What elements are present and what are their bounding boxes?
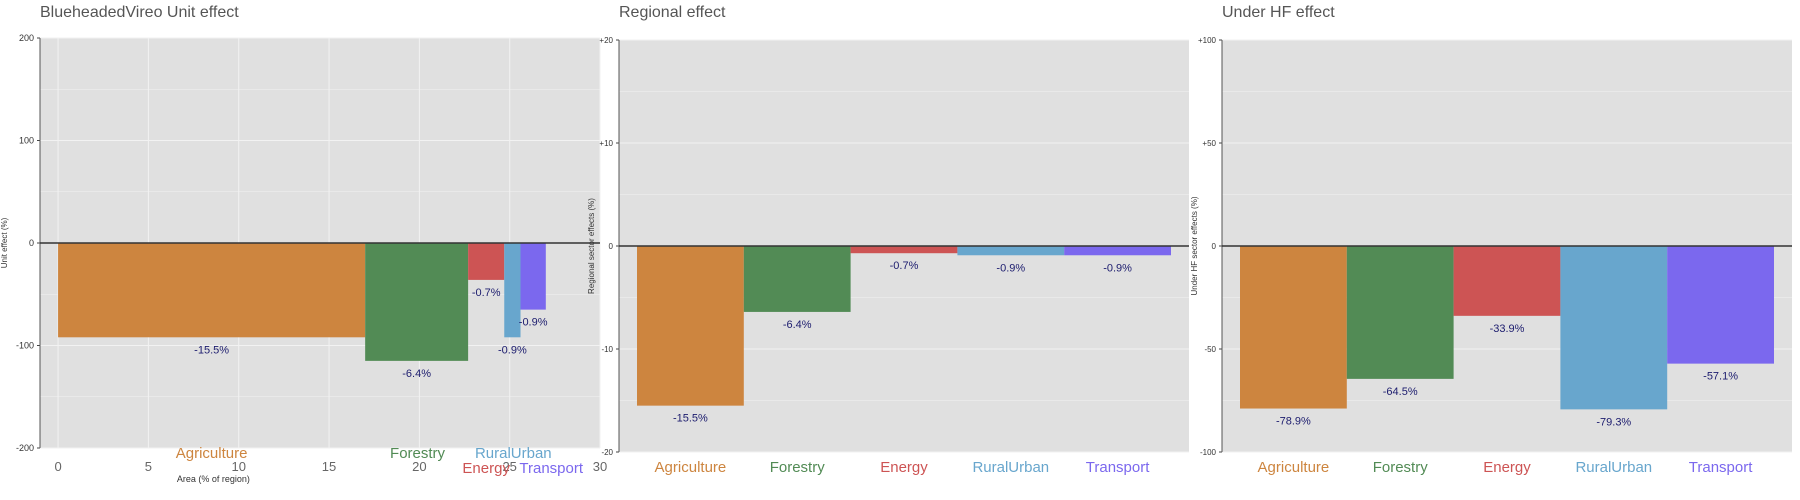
- value-label: -15.5%: [194, 344, 229, 356]
- y-tick-label: -200: [16, 443, 34, 453]
- y-tick-label: 0: [29, 238, 34, 248]
- bar-ruralurban: [957, 246, 1064, 255]
- x-axis-title: Area (% of region): [177, 474, 250, 484]
- category-label-agriculture: Agriculture: [1258, 459, 1330, 476]
- category-label-agriculture: Agriculture: [655, 459, 727, 476]
- bar-transport: [521, 243, 546, 310]
- value-label: -6.4%: [402, 368, 431, 380]
- value-label: -78.9%: [1276, 416, 1311, 428]
- y-tick-label: -20: [601, 448, 613, 457]
- value-label: -64.5%: [1383, 386, 1418, 398]
- bar-agriculture: [1240, 246, 1347, 409]
- y-tick-label: -100: [1200, 448, 1217, 457]
- y-axis-title: Unit effect (%): [0, 217, 9, 268]
- y-tick-label: 0: [609, 242, 614, 251]
- unit-effect-panel: BlueheadedVireo Unit effect -200 -100 0 100…: [40, 0, 600, 500]
- under-hf-effect-panel: Under HF effect -100 -50 0 +50 +100 Under HF …: [1222, 0, 1792, 500]
- x-tick-label: 15: [322, 459, 336, 474]
- category-label-energy: Energy: [880, 459, 928, 476]
- x-tick-label: 5: [145, 459, 152, 474]
- y-tick-label: -100: [16, 341, 34, 351]
- value-label: -33.9%: [1490, 323, 1525, 335]
- category-label-agriculture: Agriculture: [176, 445, 248, 462]
- bar-forestry: [365, 243, 468, 361]
- y-tick-label: +100: [1198, 36, 1217, 45]
- bar-forestry: [1347, 246, 1454, 379]
- category-label-ruralurban: RuralUrban: [972, 459, 1049, 476]
- category-label-transport: Transport: [1689, 459, 1753, 476]
- y-tick-label: +20: [599, 36, 613, 45]
- value-label: -0.7%: [890, 260, 919, 272]
- y-tick-label: 0: [1212, 242, 1217, 251]
- category-label-forestry: Forestry: [1373, 459, 1429, 476]
- y-tick-label: +10: [599, 139, 613, 148]
- bar-energy: [1454, 246, 1561, 316]
- bar-energy: [851, 246, 958, 253]
- value-label: -15.5%: [673, 413, 708, 425]
- value-label: -0.9%: [1103, 262, 1132, 274]
- value-label: -0.9%: [519, 317, 548, 329]
- category-label-transport: Transport: [1086, 459, 1150, 476]
- value-label: -0.9%: [996, 262, 1025, 274]
- category-label-energy: Energy: [1483, 459, 1531, 476]
- bar-ruralurban: [1560, 246, 1667, 409]
- y-tick-label: 200: [19, 33, 34, 43]
- value-label: -0.7%: [472, 287, 501, 299]
- value-label: -0.9%: [498, 344, 527, 356]
- value-label: -6.4%: [783, 319, 812, 331]
- category-label-forestry: Forestry: [770, 459, 826, 476]
- y-axis-title: Regional sector effects (%): [587, 198, 596, 294]
- x-tick-label: 30: [593, 459, 607, 474]
- category-label-transport: Transport: [519, 460, 583, 477]
- y-tick-label: -10: [601, 345, 613, 354]
- y-tick-label: +50: [1202, 139, 1216, 148]
- x-tick-label: 0: [54, 459, 61, 474]
- category-label-forestry: Forestry: [390, 445, 446, 462]
- y-tick-label: -50: [1204, 345, 1216, 354]
- category-label-ruralurban: RuralUrban: [1575, 459, 1652, 476]
- value-label: -79.3%: [1596, 416, 1631, 428]
- bar-agriculture: [58, 243, 365, 337]
- regional-effect-panel: Regional effect -20 -10 0 +10 +20 Regional se…: [619, 0, 1189, 500]
- bar-forestry: [744, 246, 851, 312]
- y-axis-title: Under HF sector effects (%): [1190, 196, 1199, 295]
- bar-agriculture: [637, 246, 744, 406]
- bar-transport: [1064, 246, 1171, 255]
- value-label: -57.1%: [1703, 371, 1738, 383]
- category-label-energy: Energy: [462, 460, 510, 477]
- bar-transport: [1667, 246, 1774, 364]
- bar-energy: [468, 243, 504, 280]
- y-tick-label: 100: [19, 136, 34, 146]
